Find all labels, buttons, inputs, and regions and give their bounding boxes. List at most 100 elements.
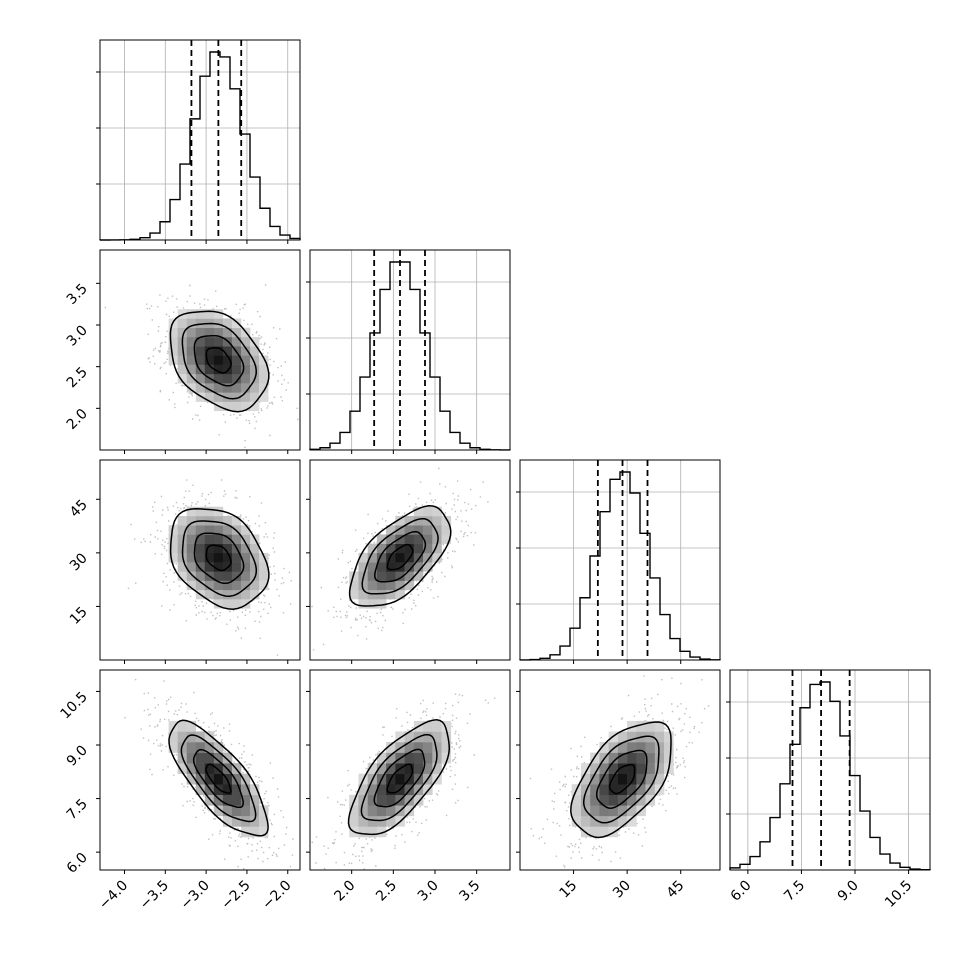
x-tick-label: 7.5 [781,878,808,905]
density-cell [204,327,215,338]
density-cell [636,720,646,732]
density-cell [386,794,396,806]
density-cell [259,580,269,591]
density-cell [240,784,251,796]
panel-content [124,670,294,870]
density-cell [222,571,233,581]
panel-frame [99,249,301,451]
density-cell [222,401,233,412]
density-cell [358,815,368,827]
density-cell [590,815,600,827]
density-cell [195,784,206,796]
density-cell [240,401,251,412]
contour-line-3 [169,310,270,413]
density-cell [432,543,442,554]
density-cell [204,742,215,753]
density-cell [376,826,387,838]
density-cell [222,543,233,554]
density-cell [204,506,215,517]
density-cell [195,318,206,328]
y-tick-label: 10.5 [57,689,90,722]
density-cell [617,773,628,785]
density-cell [386,815,396,827]
density-cell [617,763,628,774]
density-cell [195,742,206,753]
density-cell [213,571,224,581]
density-cell [213,327,224,338]
density-cell [186,763,197,774]
density-cell [204,309,215,319]
density-cell [432,525,442,535]
density-cell [358,589,368,600]
density-cell [213,346,224,356]
density-cell [413,552,424,563]
density-cell [590,805,600,817]
density-cell [240,552,251,563]
density-cell [376,534,387,544]
density-cell [627,794,637,806]
density-cell [590,784,600,796]
density-cell [617,742,628,753]
density-cell [404,805,415,817]
density-cell [413,506,424,517]
density-cell [423,752,433,764]
density-cell [213,364,224,375]
density-cell [213,336,224,347]
density-cell [599,742,609,753]
density-cell [186,346,197,356]
density-cell [441,525,452,535]
density-cell [222,794,233,806]
density-cell [213,763,224,774]
scatter-panel-1-2 [309,459,511,661]
density-cell [168,552,178,563]
density-cell [213,805,224,817]
density-cell [186,571,197,581]
density-cell [590,752,600,764]
density-cell [358,552,368,563]
density-cell [367,562,378,572]
density-cell [423,552,433,563]
y-tick-label: 3.5 [64,281,91,308]
density-cell [404,580,415,591]
panel-frame [309,669,511,871]
contour-line-3 [347,719,451,836]
density-cell [386,571,396,581]
density-cell [432,552,442,563]
panel-frame [309,459,511,661]
density-cell [186,731,197,743]
panel-frame [99,669,301,871]
x-tick-label: 3.5 [456,878,483,905]
density-cell [358,562,368,572]
density-cell [590,773,600,785]
density-cell [413,571,424,581]
density-cell [259,383,269,393]
density-cell [186,383,197,393]
density-cell [186,752,197,764]
density-cell [222,525,233,535]
density-cell [204,794,215,806]
density-cell [654,742,665,753]
density-cell [358,599,368,609]
density-cell [231,599,242,609]
density-cell [432,515,442,526]
density-cell [636,773,646,785]
density-cell [423,525,433,535]
density-cell [213,373,224,384]
density-cell [590,794,600,806]
density-cell [432,506,442,517]
density-cell [213,580,224,591]
density-cell [213,742,224,753]
density-cell [608,784,619,796]
x-tick-label: 2.5 [373,878,400,905]
density-cell [186,720,197,732]
density-cell [599,815,609,827]
density-cell [195,373,206,384]
density-cell [195,336,206,347]
density-cell [599,773,609,785]
density-cell [367,794,378,806]
density-cell [195,552,206,563]
density-cell [367,571,378,581]
density-cell [423,720,433,732]
density-cell [222,752,233,764]
